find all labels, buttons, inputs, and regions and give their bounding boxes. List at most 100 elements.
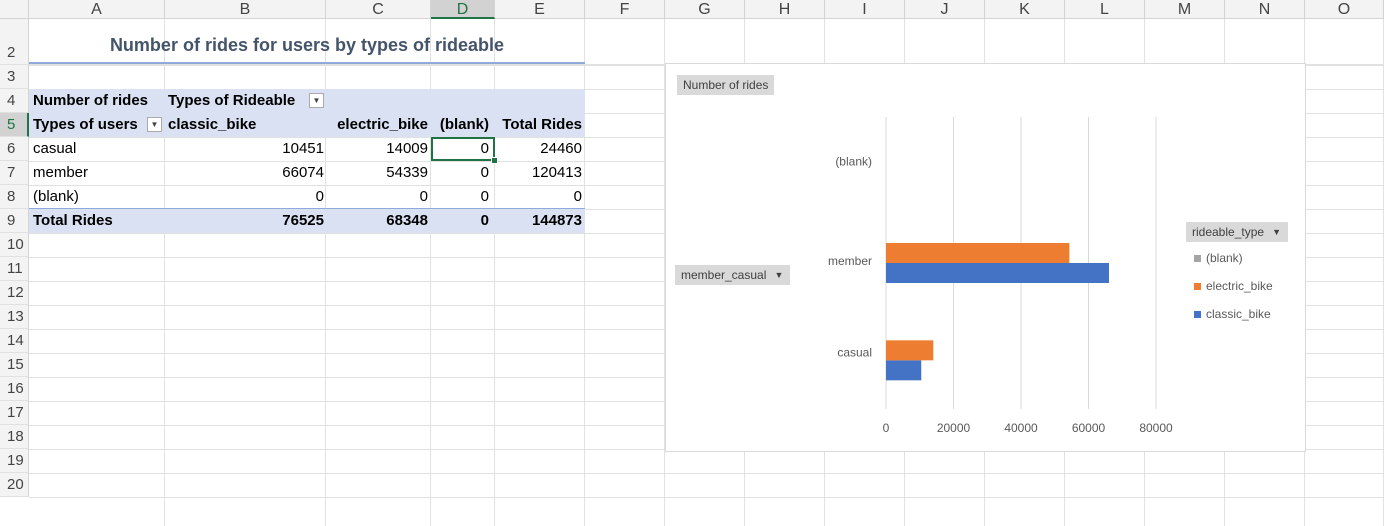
row-header-3[interactable]: 3 [0,65,29,89]
col-header-blank[interactable]: (blank) [439,116,489,133]
cell-member-total[interactable]: 120413 [531,164,582,181]
cell-blank-classic[interactable]: 0 [315,188,324,205]
column-header-m[interactable]: M [1145,0,1225,19]
row-header-7[interactable]: 7 [0,161,29,185]
row-gridline [29,473,1384,474]
column-header-j[interactable]: J [905,0,985,19]
bar-casual-classic_bike[interactable] [886,360,922,381]
pivot-chart[interactable]: Number of rides member_casual ▼ rideable… [665,63,1306,452]
pivot-total-band [29,209,585,233]
row-header-16[interactable]: 16 [0,377,29,401]
row-header-5[interactable]: 5 [0,113,29,137]
total-border [29,208,585,209]
pivot-row-field-label[interactable]: Types of users [33,116,138,133]
legend-entry-blank[interactable]: (blank) [1194,251,1243,265]
legend-label: classic_bike [1206,307,1271,321]
column-header-a[interactable]: A [29,0,165,19]
column-header-f[interactable]: F [585,0,665,19]
x-tick-label: 20000 [937,421,971,435]
category-label-casual: casual [837,345,872,359]
col-header-classic-bike[interactable]: classic_bike [168,116,257,133]
legend-entry-electric_bike[interactable]: electric_bike [1194,279,1273,293]
cell-blank-blank[interactable]: 0 [480,188,489,205]
row-header-10[interactable]: 10 [0,233,29,257]
row-label-blank[interactable]: (blank) [33,188,79,205]
row-header-18[interactable]: 18 [0,425,29,449]
bar-member-classic_bike[interactable] [886,263,1109,283]
active-cell-border [431,137,495,161]
legend-swatch [1194,311,1201,319]
row-header-2[interactable]: 2 [0,41,29,65]
legend-label: (blank) [1206,251,1243,265]
column-header-k[interactable]: K [985,0,1065,19]
bar-member-electric_bike[interactable] [886,243,1070,263]
column-header-l[interactable]: L [1065,0,1145,19]
column-gridline [325,19,326,526]
pivot-values-label[interactable]: Number of rides [33,92,149,109]
legend-field-dropdown-icon[interactable]: ▼ [1272,227,1282,237]
column-header-n[interactable]: N [1225,0,1305,19]
column-gridline [584,19,585,526]
column-gridline [664,19,665,526]
column-header-g[interactable]: G [665,0,745,19]
column-header-b[interactable]: B [165,0,326,19]
col-header-total-rides[interactable]: Total Rides [502,116,582,133]
column-header-o[interactable]: O [1305,0,1384,19]
row-filter-dropdown-icon[interactable]: ▼ [147,117,162,132]
select-all-corner[interactable] [0,0,29,19]
cell-member-electric[interactable]: 54339 [386,164,428,181]
column-header-i[interactable]: I [825,0,905,19]
column-header-c[interactable]: C [326,0,431,19]
values-field-button[interactable]: Number of rides [677,75,775,95]
row-header-19[interactable]: 19 [0,449,29,473]
total-blank[interactable]: 0 [480,212,489,229]
axis-field-dropdown-icon[interactable]: ▼ [774,270,784,280]
column-filter-dropdown-icon[interactable]: ▼ [309,93,324,108]
total-grand[interactable]: 144873 [531,212,582,229]
row-header-11[interactable]: 11 [0,257,29,281]
column-header-h[interactable]: H [745,0,825,19]
cell-blank-electric[interactable]: 0 [419,188,428,205]
x-tick-label: 80000 [1139,421,1173,435]
total-classic[interactable]: 76525 [282,212,324,229]
total-electric[interactable]: 68348 [386,212,428,229]
cell-casual-classic[interactable]: 10451 [282,140,324,157]
row-gridline [29,497,1384,498]
col-header-electric-bike[interactable]: electric_bike [337,116,428,133]
row-header-13[interactable]: 13 [0,305,29,329]
cell-casual-total[interactable]: 24460 [540,140,582,157]
row-header-9[interactable]: 9 [0,209,29,233]
row-label-member[interactable]: member [33,164,89,181]
row-header-17[interactable]: 17 [0,401,29,425]
column-header-d[interactable]: D [431,0,495,19]
row-header-12[interactable]: 12 [0,281,29,305]
cell-casual-electric[interactable]: 14009 [386,140,428,157]
legend-field-button[interactable]: rideable_type ▼ [1186,222,1289,242]
row-header-6[interactable]: 6 [0,137,29,161]
column-gridline [164,19,165,526]
axis-field-button[interactable]: member_casual ▼ [675,265,791,285]
row-header-8[interactable]: 8 [0,185,29,209]
row-header-15[interactable]: 15 [0,353,29,377]
cell-blank-total[interactable]: 0 [573,188,582,205]
bar-casual-electric_bike[interactable] [886,340,934,361]
row-label-casual[interactable]: casual [33,140,77,157]
total-row-label[interactable]: Total Rides [33,212,113,229]
fill-handle[interactable] [491,157,498,164]
column-gridline [430,19,431,526]
row-header-20[interactable]: 20 [0,473,29,497]
legend-entry-classic_bike[interactable]: classic_bike [1194,307,1271,321]
pivot-column-field-label[interactable]: Types of Rideable [168,92,296,109]
row-header-4[interactable]: 4 [0,89,29,113]
axis-field-label: member_casual [681,268,767,282]
row-header-14[interactable]: 14 [0,329,29,353]
category-label-member: member [828,254,872,268]
cell-member-classic[interactable]: 66074 [282,164,324,181]
sheet-title: Number of rides for users by types of ri… [109,35,505,55]
chart-plot-area: 0 20000 40000 60000 80000 casual member (blank) [828,117,1173,435]
cell-member-blank[interactable]: 0 [480,164,489,181]
legend-swatch [1194,255,1201,263]
column-header-e[interactable]: E [495,0,585,19]
cell-casual-blank[interactable]: 0 [480,140,489,157]
